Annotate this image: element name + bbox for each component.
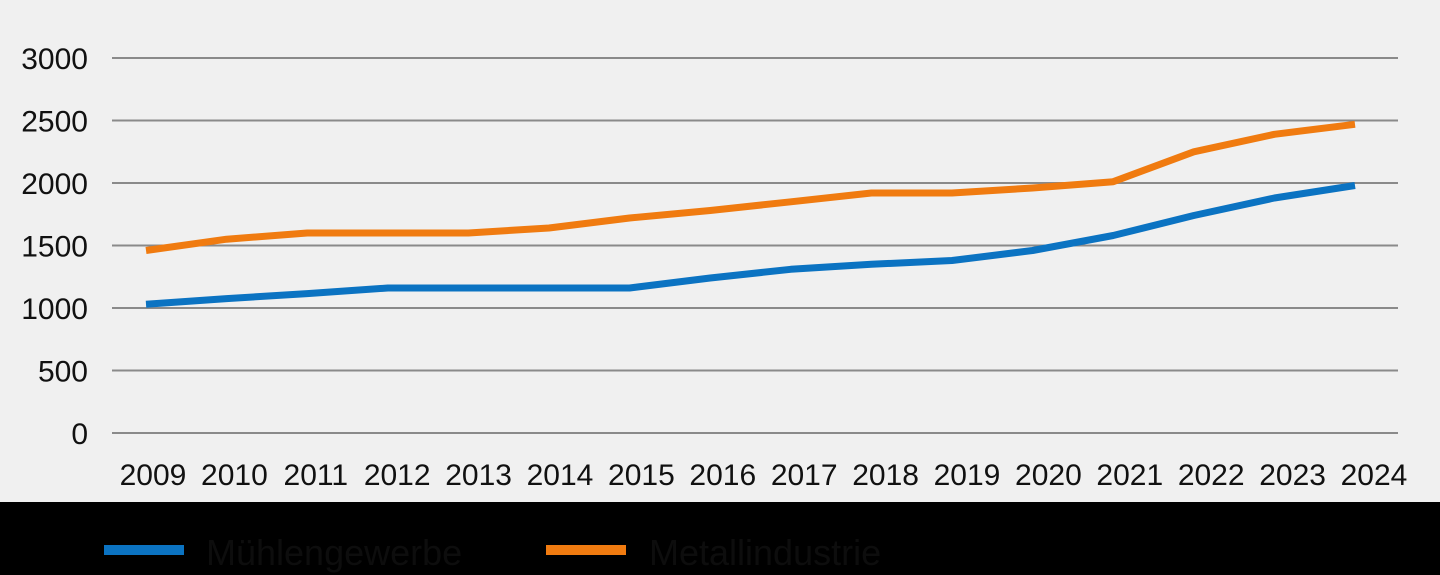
legend-area bbox=[0, 502, 1440, 575]
x-tick-label: 2024 bbox=[1341, 459, 1408, 492]
x-tick-label: 2018 bbox=[852, 459, 919, 492]
x-tick-label: 2009 bbox=[120, 459, 187, 492]
series-line-metallindustrie bbox=[145, 120, 1356, 254]
x-tick-label: 2013 bbox=[445, 459, 512, 492]
x-tick-label: 2015 bbox=[608, 459, 675, 492]
y-tick-label: 1000 bbox=[21, 293, 88, 326]
y-axis-ticks: 0 500 1000 1500 2000 2500 3000 bbox=[21, 43, 88, 451]
chart-background bbox=[0, 0, 1440, 502]
y-tick-label: 0 bbox=[71, 418, 88, 451]
grid-layer bbox=[112, 57, 1398, 434]
x-tick-label: 2021 bbox=[1096, 459, 1163, 492]
x-tick-label: 2020 bbox=[1015, 459, 1082, 492]
y-tick-label: 1500 bbox=[21, 231, 88, 264]
legend-label-metallindustrie: Metallindustrie bbox=[649, 532, 881, 573]
series-line-muehlengewerbe bbox=[145, 182, 1356, 308]
x-tick-label: 2022 bbox=[1178, 459, 1245, 492]
y-tick-label: 2500 bbox=[21, 106, 88, 139]
y-tick-label: 3000 bbox=[21, 43, 88, 76]
x-tick-label: 2010 bbox=[201, 459, 268, 492]
x-tick-label: 2019 bbox=[934, 459, 1001, 492]
x-tick-label: 2016 bbox=[689, 459, 756, 492]
series-layer bbox=[145, 120, 1356, 308]
y-tick-label: 500 bbox=[38, 356, 88, 389]
x-tick-label: 2012 bbox=[364, 459, 431, 492]
legend-label-muehlengewerbe: Mühlengewerbe bbox=[206, 532, 462, 573]
x-tick-label: 2017 bbox=[771, 459, 838, 492]
y-tick-label: 2000 bbox=[21, 168, 88, 201]
x-axis-ticks: 2009 2010 2011 2012 2013 2014 2015 2016 2017 2018… bbox=[120, 459, 1408, 492]
x-tick-label: 2023 bbox=[1259, 459, 1326, 492]
x-tick-label: 2011 bbox=[284, 459, 349, 492]
x-tick-label: 2014 bbox=[527, 459, 594, 492]
